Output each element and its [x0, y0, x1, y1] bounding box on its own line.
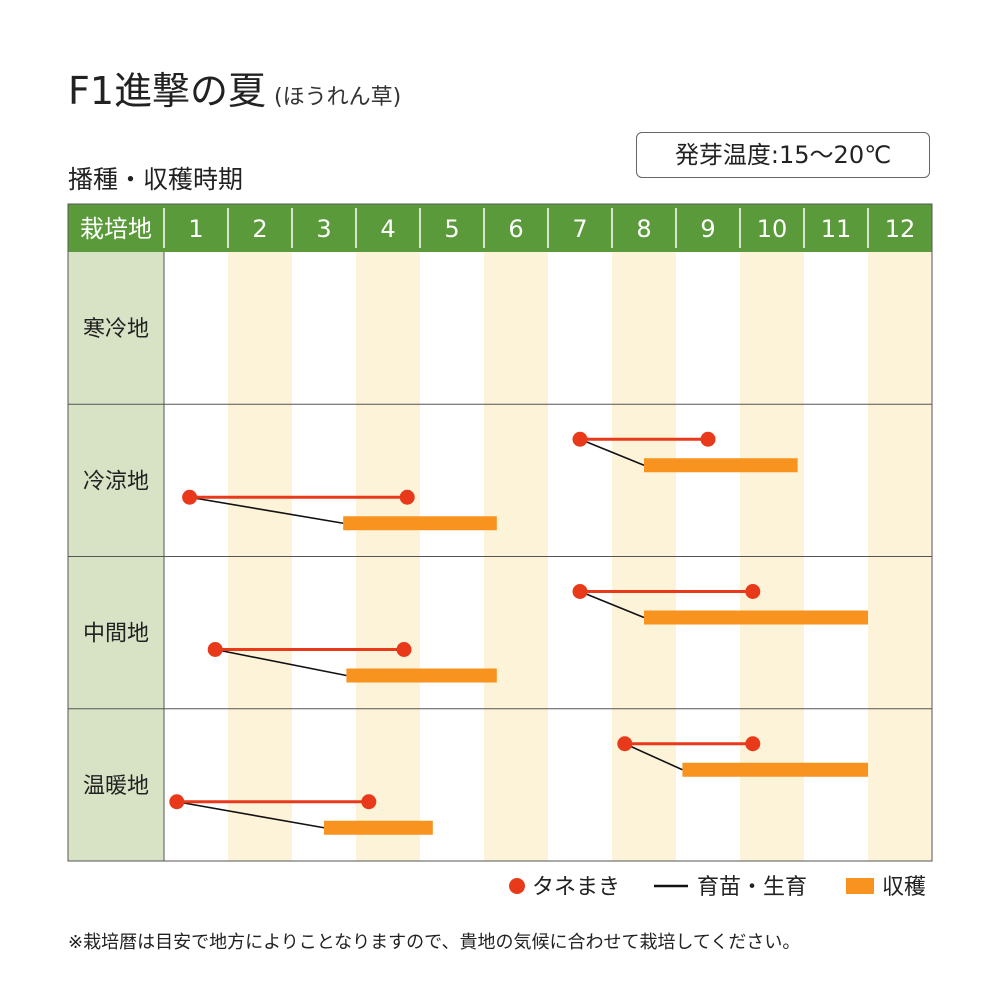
growing-line-r3-c0: [176, 800, 325, 829]
sowing-end-dot-r3-c1: [745, 736, 761, 752]
harvest-bar-r3-c0: [324, 820, 433, 835]
legend-growing-label: 育苗・生育: [697, 875, 807, 900]
month-label-1: 1: [188, 215, 203, 243]
region-label-3: 温暖地: [83, 774, 149, 799]
header-bar: [68, 204, 932, 252]
germination-temperature-badge: 発芽温度:15〜20℃: [636, 132, 930, 178]
month-label-10: 10: [757, 215, 788, 243]
growing-line-r1-c1: [579, 438, 645, 466]
section-title: 播種・収穫時期: [68, 165, 244, 194]
sowing-start-dot-r3-c1: [617, 736, 633, 752]
sowing-start-dot-r2-c1: [572, 584, 588, 599]
region-label-0: 寒冷地: [83, 317, 149, 342]
harvest-bar-r2-c0: [346, 668, 497, 683]
region-label-1: 冷涼地: [83, 469, 149, 494]
harvest-bar-r1-c1: [644, 458, 798, 473]
title-row: F1進撃の夏 (ほうれん草): [68, 60, 401, 115]
sowing-end-dot-r2-c0: [396, 642, 412, 657]
month-label-7: 7: [572, 215, 587, 243]
chart-border: [67, 203, 933, 862]
month-label-6: 6: [508, 215, 523, 243]
month-label-2: 2: [252, 215, 267, 243]
header-corner-label: 栽培地: [80, 215, 152, 243]
month-label-5: 5: [444, 215, 459, 243]
sowing-start-dot-r1-c0: [182, 489, 198, 505]
page-title: F1進撃の夏: [68, 69, 267, 113]
month-label-11: 11: [821, 215, 852, 243]
month-label-3: 3: [316, 215, 331, 243]
sowing-end-dot-r1-c0: [399, 489, 415, 505]
harvest-bar-r1-c0: [343, 516, 497, 531]
growing-line-r1-c0: [189, 496, 344, 525]
month-label-9: 9: [700, 215, 715, 243]
legend-harvest-label: 収穫: [882, 875, 926, 900]
page-subtitle: (ほうれん草): [274, 85, 402, 110]
legend-harvest-marker: [846, 878, 874, 894]
footnote: ※栽培暦は目安で地方によりことなりますので、貴地の気候に合わせて栽培してください…: [68, 932, 801, 953]
growing-line-r2-c0: [215, 648, 347, 677]
sowing-end-dot-r1-c1: [700, 431, 716, 447]
region-label-2: 中間地: [83, 622, 149, 647]
sowing-start-dot-r3-c0: [169, 794, 185, 810]
sowing-end-dot-r2-c1: [745, 584, 761, 599]
growing-line-r3-c1: [624, 743, 683, 771]
sowing-start-dot-r1-c1: [572, 431, 588, 447]
legend-sowing-marker: [509, 878, 525, 894]
harvest-bar-r3-c1: [682, 762, 868, 777]
harvest-bar-r2-c1: [644, 610, 868, 625]
month-label-12: 12: [885, 215, 916, 243]
legend-sowing-label: タネまき: [532, 875, 620, 900]
sowing-end-dot-r3-c0: [361, 794, 377, 810]
month-label-4: 4: [380, 215, 395, 243]
sowing-start-dot-r2-c0: [207, 642, 223, 657]
month-label-8: 8: [636, 215, 651, 243]
growing-line-r2-c1: [579, 590, 645, 619]
